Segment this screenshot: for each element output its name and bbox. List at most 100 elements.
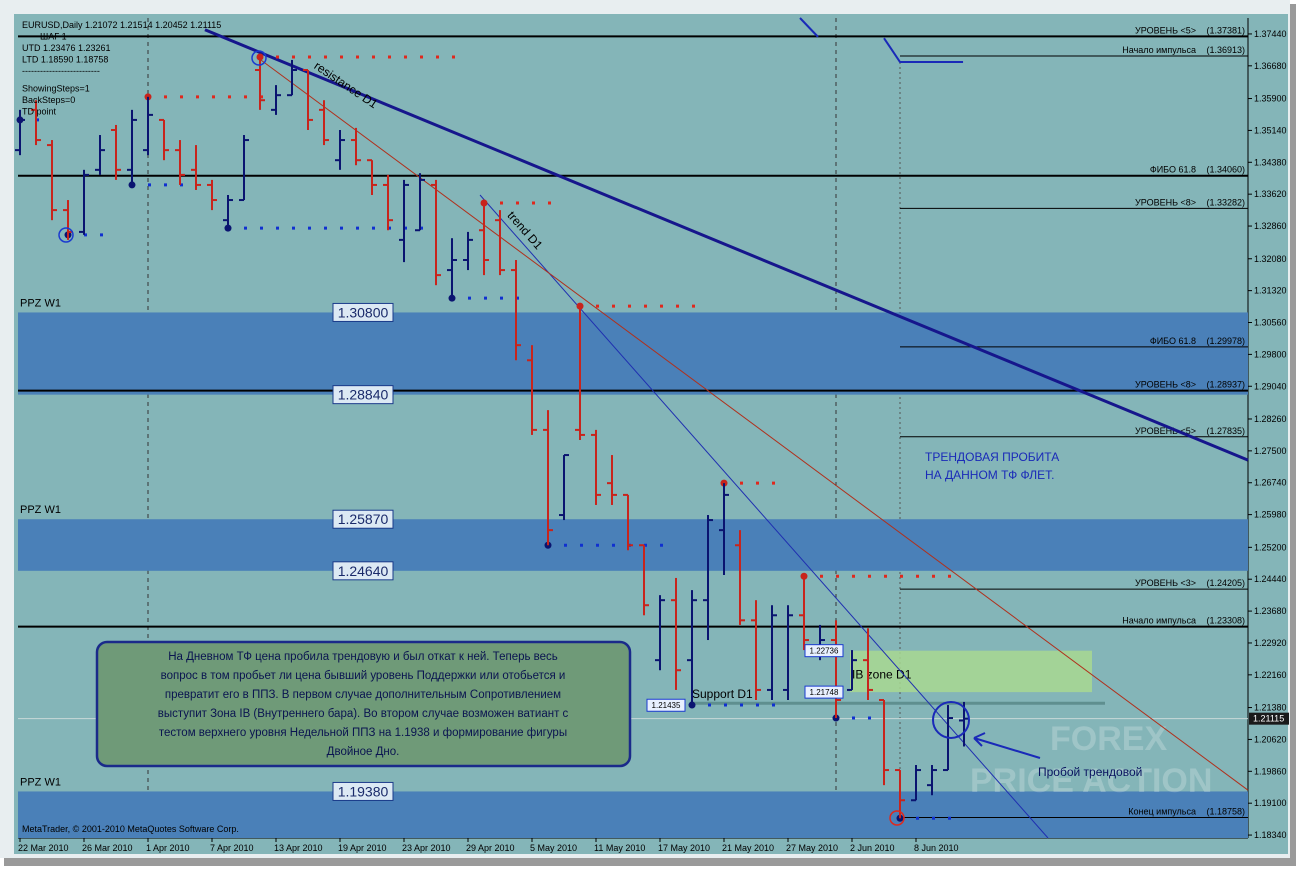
price-box-label: 1.21435 (652, 701, 681, 710)
x-tick-label: 17 May 2010 (658, 843, 710, 853)
copyright: MetaTrader, © 2001-2010 MetaQuotes Softw… (22, 824, 239, 834)
zone-price-label: 1.24640 (338, 563, 389, 579)
info-line: TD point (22, 107, 57, 117)
arrow (973, 732, 1041, 759)
callout-line: выступит Зона IB (Внутреннего бара). Во … (158, 708, 569, 720)
zone-name: PPZ W1 (20, 297, 61, 309)
info-line: -------------------------- (22, 66, 100, 76)
support-name: Support D1 (692, 687, 753, 701)
level-value: (1.28937) (1206, 380, 1245, 390)
trendline (479, 194, 1049, 839)
y-tick-label: 1.32080 (1254, 254, 1287, 264)
x-tick-label: 23 Apr 2010 (402, 843, 451, 853)
y-tick-label: 1.20620 (1254, 734, 1287, 744)
level-value: (1.23308) (1206, 616, 1245, 626)
trendline (799, 17, 819, 38)
level-name: УРОВЕНЬ <8> (1135, 380, 1196, 390)
note: ТРЕНДОВАЯ ПРОБИТА (925, 450, 1059, 464)
ppz-zone (18, 312, 1248, 395)
zone-price-label: 1.19380 (338, 783, 389, 799)
x-tick-label: 22 Mar 2010 (18, 843, 69, 853)
y-tick-label: 1.23680 (1254, 606, 1287, 616)
y-tick-label: 1.29800 (1254, 349, 1287, 359)
x-tick-label: 21 May 2010 (722, 843, 774, 853)
y-tick-label: 1.21380 (1254, 703, 1287, 713)
y-tick-label: 1.35140 (1254, 125, 1287, 135)
x-tick-label: 7 Apr 2010 (210, 843, 254, 853)
y-tick-label: 1.19860 (1254, 766, 1287, 776)
price-box (804, 644, 844, 658)
y-tick-label: 1.22920 (1254, 638, 1287, 648)
breakout-label: Пробой трендовой (1038, 765, 1142, 779)
level-value: (1.24205) (1206, 578, 1245, 588)
x-tick-label: 13 Apr 2010 (274, 843, 323, 853)
ib-zone-name: IB zone D1 (852, 667, 912, 681)
level-name: УРОВЕНЬ <5> (1135, 25, 1196, 35)
info-line: LTD 1.18590 1.18758 (22, 55, 108, 65)
level-value: (1.33282) (1206, 197, 1245, 207)
x-tick-label: 27 May 2010 (786, 843, 838, 853)
y-tick-label: 1.36680 (1254, 61, 1287, 71)
y-tick-label: 1.33620 (1254, 189, 1287, 199)
x-tick-label: 8 Jun 2010 (914, 843, 959, 853)
y-tick-label: 1.18340 (1254, 830, 1287, 840)
zone-price-box (332, 509, 394, 529)
y-tick-label: 1.24440 (1254, 574, 1287, 584)
y-tick-label: 1.34380 (1254, 157, 1287, 167)
watermark: PRICE ACTION (970, 762, 1212, 800)
level-name: Начало импульса (1122, 616, 1196, 626)
level-name: Начало импульса (1122, 45, 1196, 55)
x-tick-label: 5 May 2010 (530, 843, 577, 853)
note: НА ДАННОМ ТФ ФЛЕТ. (925, 468, 1054, 482)
x-tick-label: 26 Mar 2010 (82, 843, 133, 853)
level-value: (1.27835) (1206, 426, 1245, 436)
price-box (646, 698, 686, 712)
level-name: УРОВЕНЬ <5> (1135, 426, 1196, 436)
x-tick-label: 1 Apr 2010 (146, 843, 190, 853)
callout-line: На Дневном ТФ цена пробила трендовую и б… (168, 651, 558, 663)
ib-zone (850, 650, 1092, 693)
y-tick-label: 1.32860 (1254, 221, 1287, 231)
ppz-zone (18, 791, 1248, 838)
info-line: UTD 1.23476 1.23261 (22, 43, 111, 53)
zone-price-box (332, 302, 394, 322)
highlight-circle (889, 810, 905, 826)
highlight-circle (251, 50, 267, 66)
trendline (204, 28, 1249, 462)
info-line: BackSteps=0 (22, 95, 75, 105)
level-value: (1.34060) (1206, 165, 1245, 175)
callout-line: Двойное Дно. (327, 746, 400, 758)
zone-name: PPZ W1 (20, 504, 61, 516)
zone-price-box (332, 385, 394, 405)
y-tick-label: 1.37440 (1254, 29, 1287, 39)
callout-line: тестом верхнего уровня Недельной ППЗ на … (159, 727, 567, 739)
y-tick-label: 1.28260 (1254, 414, 1287, 424)
level-name: УРОВЕНЬ <8> (1135, 197, 1196, 207)
price-box-label: 1.22736 (810, 647, 839, 656)
y-tick-label: 1.26740 (1254, 478, 1287, 488)
zone-name: PPZ W1 (20, 776, 61, 788)
price-box-label: 1.21748 (810, 688, 839, 697)
trendline (883, 37, 964, 64)
y-tick-label: 1.35900 (1254, 94, 1287, 104)
highlight-circle (58, 227, 74, 243)
y-tick-label: 1.29040 (1254, 381, 1287, 391)
zone-price-label: 1.25870 (338, 511, 389, 527)
level-name: УРОВЕНЬ <3> (1135, 578, 1196, 588)
zone-price-label: 1.28840 (338, 387, 389, 403)
y-tick-label: 1.22160 (1254, 670, 1287, 680)
y-tick-label: 1.25200 (1254, 542, 1287, 552)
zone-price-label: 1.30800 (338, 304, 389, 320)
level-name: ФИБО 61.8 (1150, 336, 1196, 346)
info-line: ШАГ 1 (40, 32, 67, 42)
callout-line: вопрос в том пробьет ли цена бывший уров… (161, 670, 566, 682)
watermark: FOREX (1050, 720, 1167, 758)
current-price-label: 1.21115 (1253, 714, 1284, 724)
level-name: ФИБО 61.8 (1150, 165, 1196, 175)
level-name: Конец импульса (1128, 807, 1196, 817)
y-tick-label: 1.25980 (1254, 510, 1287, 520)
price-box (804, 685, 844, 699)
level-value: (1.36913) (1206, 45, 1245, 55)
